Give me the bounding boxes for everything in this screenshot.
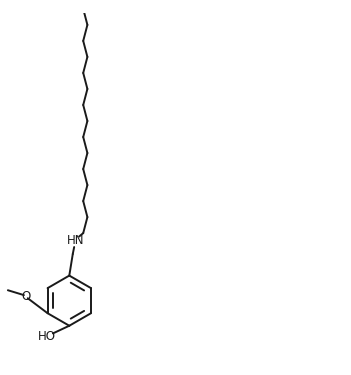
Text: HN: HN [67,234,84,247]
Text: HO: HO [38,330,56,343]
Text: O: O [21,290,31,303]
